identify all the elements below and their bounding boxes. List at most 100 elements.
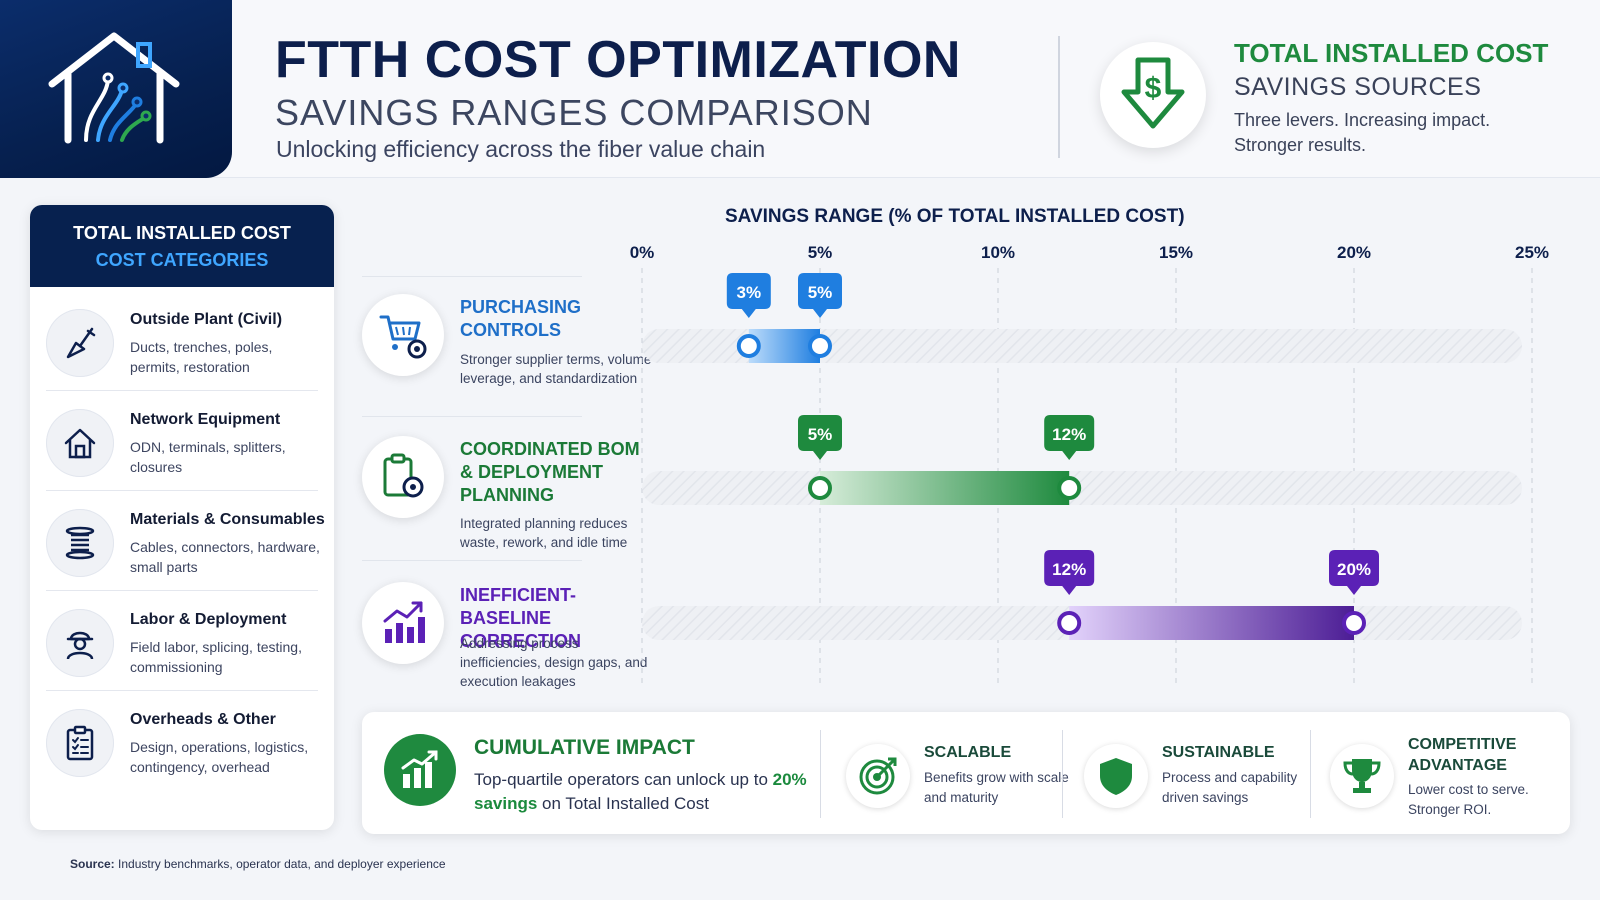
panel-title: TOTAL INSTALLED COST [73, 223, 291, 243]
shield-icon [1084, 744, 1148, 808]
range-low-marker [1057, 611, 1082, 635]
clipboard-icon [46, 709, 114, 777]
range-high-marker [1057, 476, 1082, 500]
bar-track [642, 471, 1522, 505]
lever-description: Stronger supplier terms, volume leverage… [460, 352, 652, 386]
header-divider [1058, 36, 1060, 158]
impact-highlight: 20% savings [474, 770, 807, 813]
fiber-house-icon [48, 32, 180, 144]
clipboard-gear-icon [362, 436, 444, 518]
lever-title: PURCHASING CONTROLS [460, 297, 582, 340]
cost-categories-panel: TOTAL INSTALLED COST COST CATEGORIES Out… [30, 205, 334, 830]
sources-description: Three levers. Increasing impact. Stronge… [1234, 110, 1491, 155]
x-tick-label: 10% [981, 243, 1015, 262]
cart-gear-icon [362, 294, 444, 376]
feature-description: Process and capability driven savings [1162, 770, 1298, 805]
range-low-callout [1044, 550, 1095, 595]
impact-divider [1062, 730, 1063, 818]
category-item: Network Equipment ODN, terminals, splitt… [46, 391, 318, 491]
source-text: Industry benchmarks, operator data, and … [118, 857, 446, 871]
category-item: Labor & Deployment Field labor, splicing… [46, 591, 318, 691]
range-high-label: 20% [1337, 560, 1371, 579]
range-low-label: 3% [737, 283, 762, 302]
category-description: Field labor, splicing, testing, commissi… [130, 639, 302, 675]
category-item: Materials & Consumables Cables, connecto… [46, 491, 325, 591]
target-icon [846, 744, 910, 808]
cable-spool-icon [46, 509, 114, 577]
sources-title: TOTAL INSTALLED COST [1234, 38, 1549, 68]
category-description: Design, operations, logistics, contingen… [130, 739, 309, 775]
svg-text:$: $ [1145, 72, 1162, 105]
range-high-callout [1044, 415, 1095, 460]
source-note: Source: Industry benchmarks, operator da… [70, 857, 446, 871]
range-high-marker [1342, 611, 1366, 635]
range-low-marker [808, 476, 832, 500]
trophy-icon [1330, 744, 1394, 808]
cumulative-impact-box: CUMULATIVE IMPACT Top-quartile operators… [362, 712, 1570, 834]
feature-description: Lower cost to serve. Stronger ROI. [1408, 782, 1529, 817]
range-low-label: 5% [808, 425, 833, 444]
row-separator [362, 560, 582, 561]
growth-chart-icon [362, 582, 444, 664]
x-tick-label: 0% [630, 243, 655, 262]
header: FTTH COST OPTIMIZATION SAVINGS RANGES CO… [0, 0, 1600, 178]
category-description: Cables, connectors, hardware, small part… [130, 539, 320, 575]
chart-title: SAVINGS RANGE (% OF TOTAL INSTALLED COST… [725, 206, 1185, 227]
range-high-callout [1329, 550, 1379, 595]
range-low-callout [726, 273, 771, 318]
category-name: Network Equipment [130, 411, 281, 428]
x-tick-label: 5% [808, 243, 833, 262]
x-tick-label: 25% [1515, 243, 1549, 262]
lever-title: INEFFICIENT-BASELINE CORRECTION [460, 585, 581, 651]
category-name: Overheads & Other [130, 711, 276, 728]
category-item: Outside Plant (Civil) Ducts, trenches, p… [46, 291, 318, 391]
range-high-callout [798, 273, 842, 318]
range-low-label: 12% [1052, 560, 1086, 579]
row-separator [362, 416, 582, 417]
sources-subtitle: SAVINGS SOURCES [1234, 73, 1482, 101]
feature-description: Benefits grow with scale and maturity [924, 770, 1069, 805]
lever-description: Integrated planning reduces waste, rewor… [460, 516, 628, 550]
category-name: Labor & Deployment [130, 611, 287, 628]
panel-subtitle: COST CATEGORIES [95, 250, 269, 270]
x-tick-label: 15% [1159, 243, 1193, 262]
logo-block [0, 0, 232, 178]
category-name: Outside Plant (Civil) [130, 311, 283, 328]
impact-divider [1310, 730, 1311, 818]
row-separator [362, 276, 582, 277]
bar-growth-icon [384, 734, 456, 806]
feature-title: COMPETITIVE ADVANTAGE [1408, 736, 1517, 774]
lever-title: COORDINATED BOM & DEPLOYMENT PLANNING [460, 439, 640, 505]
feature-title: SCALABLE [924, 744, 1012, 761]
impact-text-start: Top-quartile operators can unlock up to [474, 770, 773, 789]
page-title: FTTH COST OPTIMIZATION [275, 31, 961, 89]
feature-title: SUSTAINABLE [1162, 744, 1275, 761]
shovel-icon [46, 309, 114, 377]
impact-title: CUMULATIVE IMPACT [474, 736, 695, 759]
range-bar [1069, 606, 1354, 640]
range-low-callout [798, 415, 842, 460]
x-tick-label: 20% [1337, 243, 1371, 262]
bar-track [642, 329, 1522, 363]
dollar-down-icon: $ [1100, 42, 1206, 148]
impact-text: Top-quartile operators can unlock up to … [474, 768, 814, 816]
lever-description: Addressing process inefficiencies, desig… [460, 636, 648, 689]
range-high-label: 12% [1052, 425, 1086, 444]
page-subtitle: SAVINGS RANGES COMPARISON [275, 92, 873, 133]
category-name: Materials & Consumables [130, 511, 325, 528]
range-high-label: 5% [808, 283, 833, 302]
category-item: Overheads & Other Design, operations, lo… [46, 691, 318, 791]
category-description: Ducts, trenches, poles, permits, restora… [130, 339, 273, 375]
panel-header: TOTAL INSTALLED COST COST CATEGORIES [30, 205, 334, 287]
range-low-marker [736, 334, 761, 358]
page-tagline: Unlocking efficiency across the fiber va… [276, 136, 766, 162]
impact-text-end: on Total Installed Cost [537, 794, 709, 813]
range-high-marker [808, 334, 832, 358]
category-description: ODN, terminals, splitters, closures [130, 439, 286, 475]
house-icon [46, 409, 114, 477]
worker-icon [46, 609, 114, 677]
range-bar [820, 471, 1070, 505]
impact-divider [820, 730, 821, 818]
source-label: Source: [70, 857, 115, 871]
